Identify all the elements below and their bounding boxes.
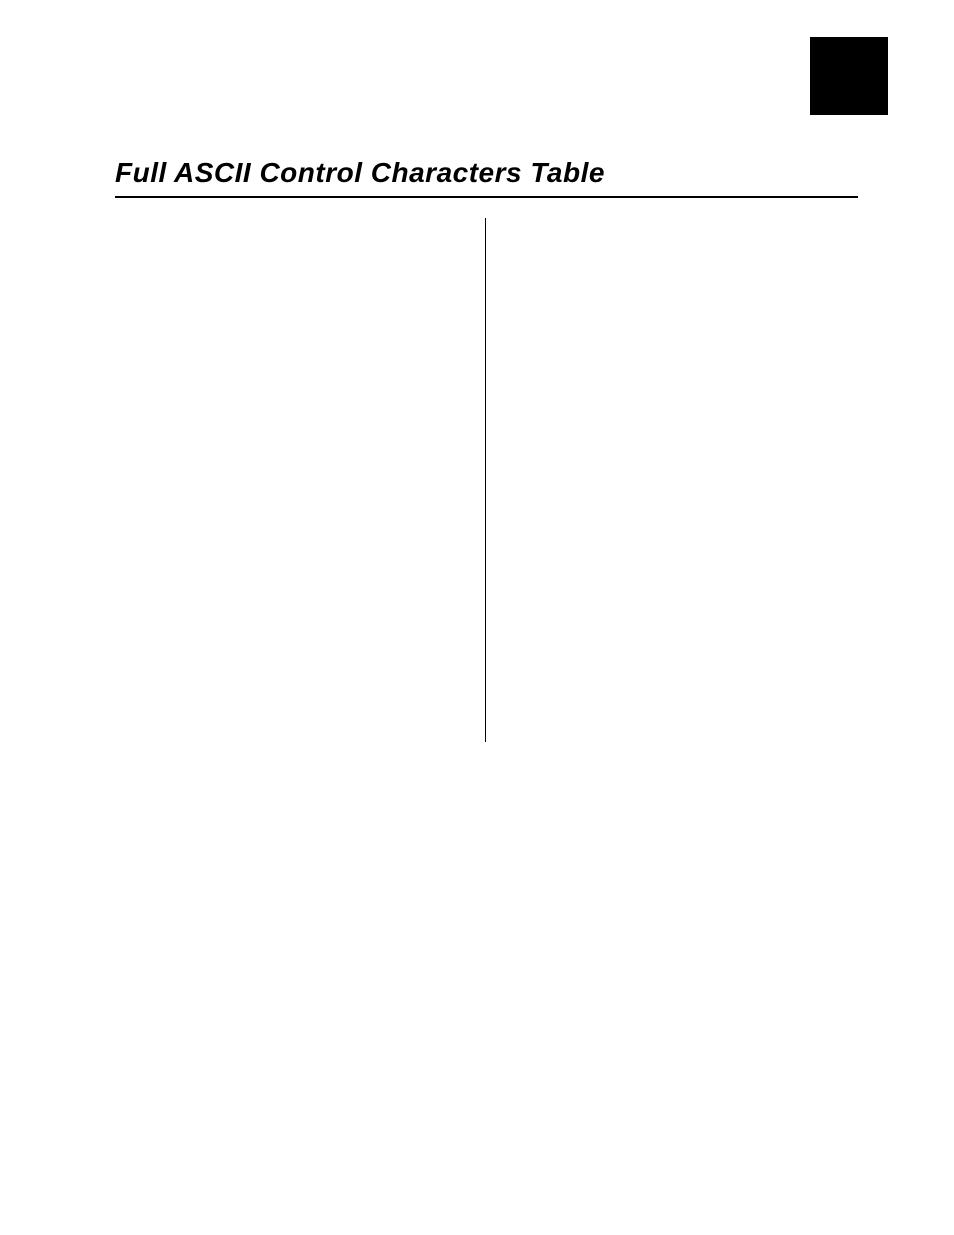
title-underline [115, 196, 858, 198]
page: Full ASCII Control Characters Table [0, 0, 954, 1235]
column-divider [485, 218, 486, 742]
corner-tab [810, 37, 888, 115]
page-title: Full ASCII Control Characters Table [115, 158, 858, 189]
